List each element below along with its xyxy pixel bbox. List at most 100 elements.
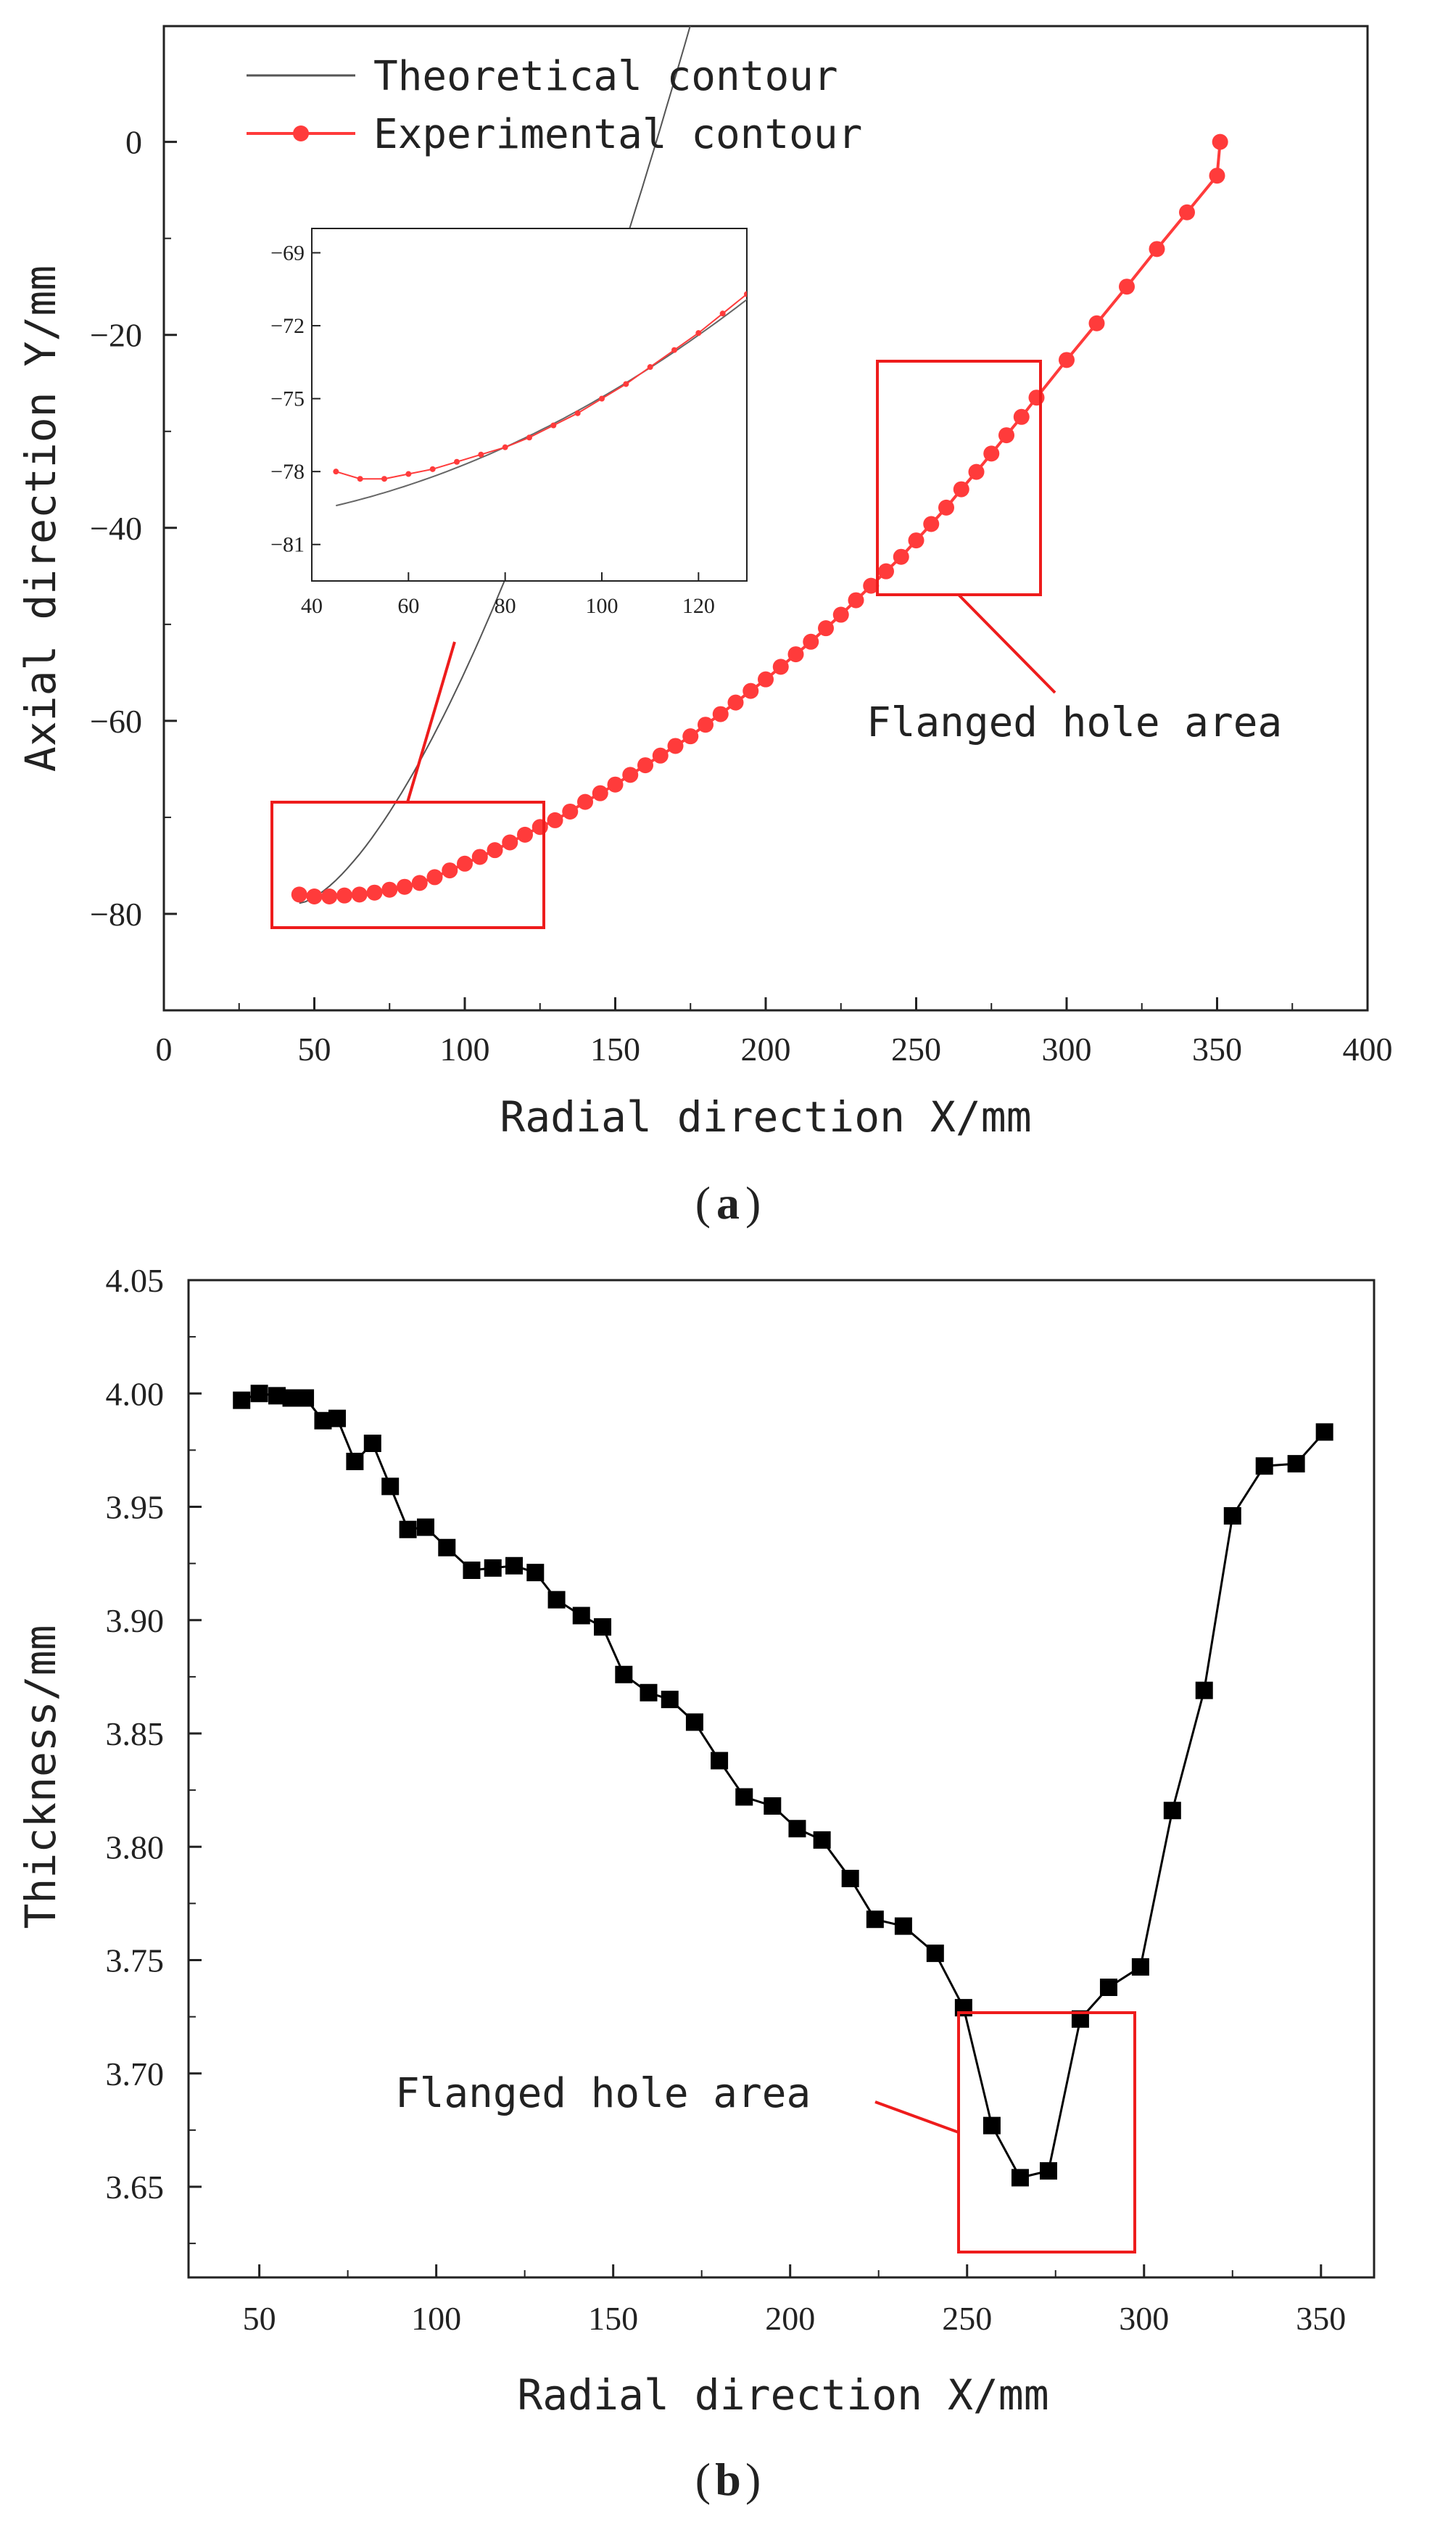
experimental-point xyxy=(1209,168,1225,184)
inset-y-tick-label: −75 xyxy=(270,387,305,411)
thickness-point xyxy=(640,1683,658,1702)
experimental-point xyxy=(832,606,849,623)
experimental-point xyxy=(1212,133,1228,150)
inset-experimental-point xyxy=(574,410,581,416)
thickness-point xyxy=(346,1453,364,1470)
thickness-point xyxy=(363,1435,381,1452)
inset-experimental-line xyxy=(336,293,747,480)
inset-x-tick-label: 80 xyxy=(495,594,516,618)
experimental-point xyxy=(517,826,533,843)
thickness-point xyxy=(615,1665,633,1683)
y-tick-label-a: −20 xyxy=(90,317,142,354)
caption-a: ( a ) xyxy=(695,1177,761,1229)
y-axis-a: 0 −20 −40 −60 −80 xyxy=(90,124,177,933)
plot-frame-b xyxy=(187,1279,1376,2279)
x-tick-label-a: 250 xyxy=(891,1031,941,1068)
thickness-point xyxy=(250,1385,268,1403)
inset-frame xyxy=(311,228,748,582)
thickness-point xyxy=(417,1518,434,1536)
experimental-point xyxy=(1179,204,1195,220)
experimental-point xyxy=(953,481,969,498)
thickness-point xyxy=(594,1618,612,1636)
thickness-point xyxy=(926,1945,944,1963)
experimental-point xyxy=(803,633,819,650)
thickness-line xyxy=(241,1392,1325,2180)
thickness-point xyxy=(233,1391,251,1409)
experimental-point xyxy=(291,886,307,903)
thickness-point xyxy=(841,1870,859,1887)
y-tick-label-b: 4.00 xyxy=(106,1375,165,1412)
thickness-point xyxy=(735,1788,753,1806)
experimental-point xyxy=(983,445,1000,462)
inset-theoretical-line xyxy=(336,298,747,507)
thickness-point xyxy=(764,1797,782,1815)
inset-y-axis: −69 −72 −75 −78 −81 xyxy=(270,242,320,557)
svg-text:(: ( xyxy=(695,2454,711,2505)
y-tick-label-b: 3.85 xyxy=(106,1715,165,1752)
inset-experimental-point xyxy=(526,434,532,441)
experimental-point xyxy=(1119,279,1135,295)
x-tick-label-b: 250 xyxy=(942,2300,992,2337)
y-axis-label-a: Axial direction Y/mm xyxy=(16,265,65,772)
experimental-point xyxy=(411,875,428,891)
svg-text:(: ( xyxy=(695,1177,711,1229)
flanged-hole-pointer-a xyxy=(957,593,1056,694)
inset-y-tick-label: −81 xyxy=(270,533,305,557)
caption-letter-a: a xyxy=(716,1177,740,1229)
experimental-point xyxy=(743,683,759,699)
experimental-point xyxy=(682,728,699,745)
x-tick-label-a: 400 xyxy=(1343,1031,1393,1068)
zoom-region-connector xyxy=(406,641,456,803)
x-tick-label-a: 100 xyxy=(440,1031,490,1068)
experimental-point xyxy=(471,849,488,865)
thickness-point xyxy=(1131,1958,1149,1976)
experimental-point xyxy=(1013,408,1030,425)
x-axis-label-b: Radial direction X/mm xyxy=(517,2370,1048,2420)
y-axis-b: 3.65 3.70 3.75 3.80 3.85 3.90 3.95 4.00 4.05 xyxy=(106,1262,202,2245)
x-tick-label-b: 100 xyxy=(411,2300,461,2337)
experimental-point xyxy=(622,767,639,783)
thickness-point xyxy=(1223,1507,1241,1525)
legend-label-experimental: Experimental contour xyxy=(373,111,862,158)
experimental-point xyxy=(818,620,834,637)
experimental-point xyxy=(938,499,954,516)
legend-a: Theoretical contour Experimental contour xyxy=(247,53,862,158)
flanged-hole-pointer-b xyxy=(874,2100,959,2134)
inset-experimental-point xyxy=(454,458,460,465)
experimental-point xyxy=(878,563,894,580)
experimental-point xyxy=(351,886,368,903)
inset-experimental-point xyxy=(478,451,484,458)
inset-experimental-point xyxy=(405,471,412,477)
experimental-point xyxy=(442,862,458,879)
series-group-b xyxy=(233,1385,1333,2187)
experimental-point xyxy=(592,785,608,801)
thickness-point xyxy=(505,1556,524,1575)
experimental-point xyxy=(457,855,473,872)
flanged-hole-label-a: Flanged hole area xyxy=(866,699,1282,746)
experimental-point xyxy=(336,887,352,904)
experimental-point xyxy=(998,427,1014,444)
zoom-region-box-a xyxy=(270,801,545,929)
inset-chart: 40 60 80 100 120 −69 −72 −75 −78 −81 xyxy=(270,228,748,618)
experimental-point xyxy=(562,803,579,820)
x-tick-label-a: 150 xyxy=(590,1031,640,1068)
inset-experimental-point xyxy=(599,395,605,402)
experimental-point xyxy=(893,548,909,565)
inset-x-tick-label: 100 xyxy=(586,594,619,618)
thickness-point xyxy=(297,1389,315,1407)
thickness-point xyxy=(661,1691,679,1709)
experimental-point xyxy=(863,577,880,594)
experimental-point xyxy=(607,776,624,793)
thickness-point xyxy=(328,1409,346,1427)
caption-letter-b: b xyxy=(715,2454,741,2505)
thickness-point xyxy=(1195,1681,1213,1699)
y-tick-label-b: 3.95 xyxy=(106,1489,165,1526)
inset-experimental-point xyxy=(357,476,363,482)
thickness-point xyxy=(711,1752,729,1770)
experimental-point xyxy=(1149,241,1165,257)
chart-a: 0 50 100 150 200 250 300 350 400 0 −20 −40 −60 −80 T… xyxy=(16,25,1393,1142)
flanged-hole-label-b: Flanged hole area xyxy=(395,2070,811,2117)
x-axis-label-a: Radial direction X/mm xyxy=(500,1092,1031,1142)
experimental-point xyxy=(1028,389,1045,406)
